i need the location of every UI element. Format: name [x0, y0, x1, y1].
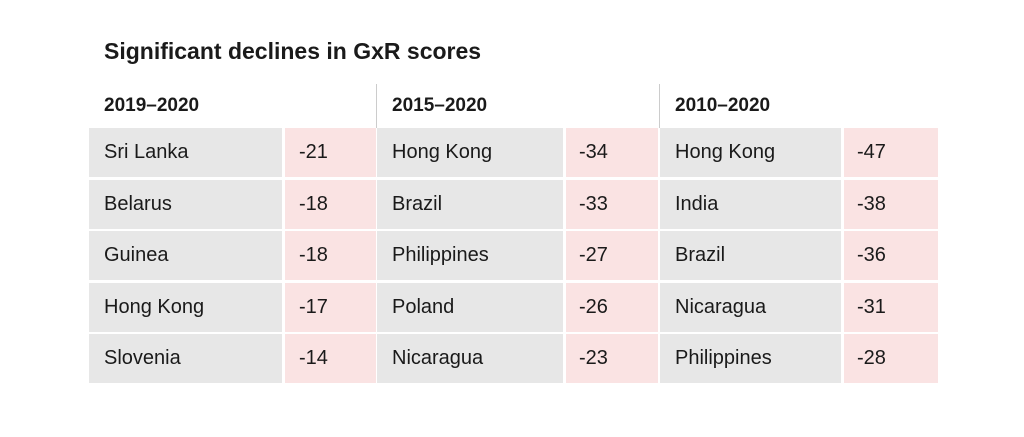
- country-cell: Philippines: [660, 334, 841, 383]
- country-cell: Philippines: [377, 231, 563, 280]
- country-cell: Nicaragua: [660, 282, 841, 332]
- country-cell: Slovenia: [89, 334, 282, 383]
- score-change-cell: -36: [844, 231, 938, 280]
- period-header: 2010–2020: [675, 95, 771, 116]
- score-change-cell: -23: [566, 334, 658, 383]
- score-change-cell: -34: [566, 128, 658, 177]
- country-cell: Nicaragua: [377, 334, 563, 383]
- column-divider: [659, 84, 660, 128]
- country-cell: Hong Kong: [377, 128, 563, 177]
- score-change-cell: -17: [285, 282, 376, 332]
- score-change-cell: -21: [285, 128, 376, 177]
- country-cell: Brazil: [660, 231, 841, 280]
- score-change-cell: -18: [285, 231, 376, 280]
- score-change-cell: -18: [285, 179, 376, 229]
- period-header: 2015–2020: [392, 95, 488, 116]
- score-change-cell: -26: [566, 282, 658, 332]
- score-change-cell: -27: [566, 231, 658, 280]
- country-cell: India: [660, 179, 841, 229]
- score-change-cell: -38: [844, 179, 938, 229]
- score-change-cell: -31: [844, 282, 938, 332]
- country-cell: Hong Kong: [89, 282, 282, 332]
- score-change-cell: -47: [844, 128, 938, 177]
- column-divider: [376, 84, 377, 128]
- country-cell: Belarus: [89, 179, 282, 229]
- score-change-cell: -28: [844, 334, 938, 383]
- period-header: 2019–2020: [104, 95, 200, 116]
- country-cell: Hong Kong: [660, 128, 841, 177]
- chart-title: Significant declines in GxR scores: [104, 38, 482, 64]
- score-change-cell: -33: [566, 179, 658, 229]
- country-cell: Poland: [377, 282, 563, 332]
- country-cell: Brazil: [377, 179, 563, 229]
- country-cell: Guinea: [89, 231, 282, 280]
- score-change-cell: -14: [285, 334, 376, 383]
- country-cell: Sri Lanka: [89, 128, 282, 177]
